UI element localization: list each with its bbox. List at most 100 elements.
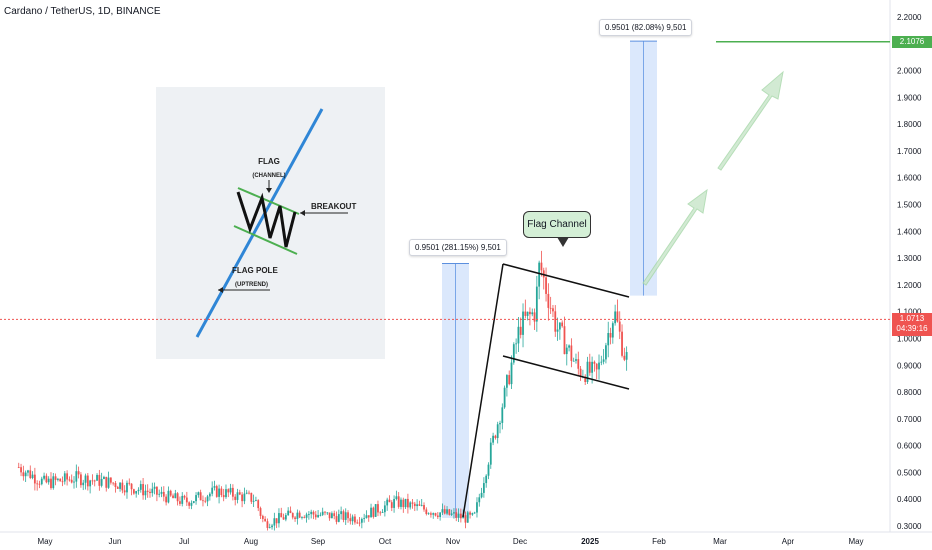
candle-body <box>489 442 492 465</box>
candle-body <box>160 491 163 494</box>
inset-channel-label: (CHANNEL) <box>252 173 285 179</box>
candle-body <box>261 515 264 519</box>
time-axis[interactable]: May Jun Jul Aug Sep Oct Nov Dec 2025 Feb Mar Apr May <box>0 531 932 546</box>
measure-tools[interactable] <box>442 40 657 518</box>
candle-body <box>531 312 534 315</box>
candle-body <box>45 475 48 483</box>
candle-body <box>326 512 329 514</box>
candle-body <box>593 361 596 364</box>
candle-body <box>524 311 527 316</box>
candle-body <box>356 522 359 524</box>
price-tick-label: 0.9000 <box>897 361 922 370</box>
candle-body <box>252 500 255 502</box>
candle-body <box>107 477 110 488</box>
candle-body <box>132 489 135 494</box>
candle-body <box>609 332 612 338</box>
price-axis[interactable]: 2.20002.10002.00001.90001.80001.70001.60… <box>889 0 922 532</box>
candle-body <box>526 311 529 316</box>
price-tick-label: 1.4000 <box>897 227 922 236</box>
candle-body <box>179 501 181 504</box>
candle-body <box>128 482 131 484</box>
candle-body <box>17 467 20 468</box>
candle-body <box>575 359 577 361</box>
candle-body <box>492 435 494 443</box>
candle-body <box>225 489 227 498</box>
candle-body <box>314 514 317 518</box>
candle-body <box>56 478 59 480</box>
candle-body <box>623 355 626 360</box>
candle-body <box>220 488 223 496</box>
candle-body <box>618 321 621 332</box>
inset-flag-arrowhead <box>266 188 272 193</box>
candle-body <box>266 521 269 528</box>
candle-body <box>294 517 296 519</box>
candle-body <box>156 486 158 495</box>
candle-body <box>109 477 112 483</box>
current-price-value: 1.0713 <box>899 314 925 324</box>
candle-body <box>342 511 345 520</box>
candle-body <box>303 517 306 518</box>
candle-body <box>66 473 69 480</box>
candle-body <box>485 475 488 484</box>
candle-body <box>153 486 156 489</box>
target-price-tag: 2.1076 <box>892 35 932 48</box>
time-tick-label: Jun <box>109 537 122 546</box>
candle-body <box>149 491 151 494</box>
candle-body <box>169 490 172 496</box>
candle-body <box>533 312 536 322</box>
candle-body <box>135 491 138 494</box>
candle-body <box>455 512 458 518</box>
candle-body <box>372 507 375 517</box>
candle-body <box>54 476 57 480</box>
flag-pattern-inset: FLAG (CHANNEL) BREAKOUT FLAG POLE (UPTRE… <box>156 87 385 359</box>
candle-body <box>499 422 501 425</box>
candle-body <box>565 347 568 355</box>
candle-body <box>482 483 485 493</box>
candle-body <box>625 352 628 360</box>
candle-body <box>312 511 315 515</box>
candle-body <box>275 518 278 524</box>
candle-body <box>20 467 22 473</box>
candle-body <box>542 270 545 278</box>
candle-body <box>347 512 349 519</box>
candle-body <box>487 464 490 476</box>
candles[interactable] <box>17 250 628 531</box>
price-tick-label: 1.1000 <box>897 308 922 317</box>
candle-body <box>40 478 43 485</box>
candle-body <box>616 311 619 322</box>
inset-background <box>156 87 385 359</box>
candle-body <box>317 515 319 518</box>
candle-body <box>600 361 603 363</box>
projection-arrows <box>642 70 784 286</box>
candle-body <box>296 512 299 519</box>
candle-body <box>33 474 36 484</box>
candle-body <box>552 308 554 312</box>
candle-body <box>324 511 326 513</box>
candle-body <box>413 503 416 507</box>
candle-body <box>448 509 451 515</box>
candle-body <box>190 502 193 506</box>
candle-body <box>77 471 80 475</box>
candle-body <box>36 483 39 485</box>
candle-body <box>82 482 85 486</box>
candle-body <box>227 489 230 493</box>
candle-body <box>464 515 467 523</box>
candle-body <box>381 512 384 513</box>
candle-body <box>250 492 253 502</box>
price-tick-label: 2.2000 <box>897 13 922 22</box>
candle-body <box>434 513 437 516</box>
candle-body <box>367 515 370 518</box>
candle-body <box>595 363 598 370</box>
candle-body <box>264 518 267 522</box>
candle-body <box>598 362 600 370</box>
candle-body <box>142 484 144 496</box>
candle-body <box>61 481 64 483</box>
candle-body <box>298 512 301 518</box>
candle-body <box>204 500 207 502</box>
candle-body <box>457 513 460 518</box>
candle-body <box>406 498 409 508</box>
candle-body <box>93 480 96 482</box>
candle-body <box>185 497 188 503</box>
candle-body <box>229 487 232 493</box>
